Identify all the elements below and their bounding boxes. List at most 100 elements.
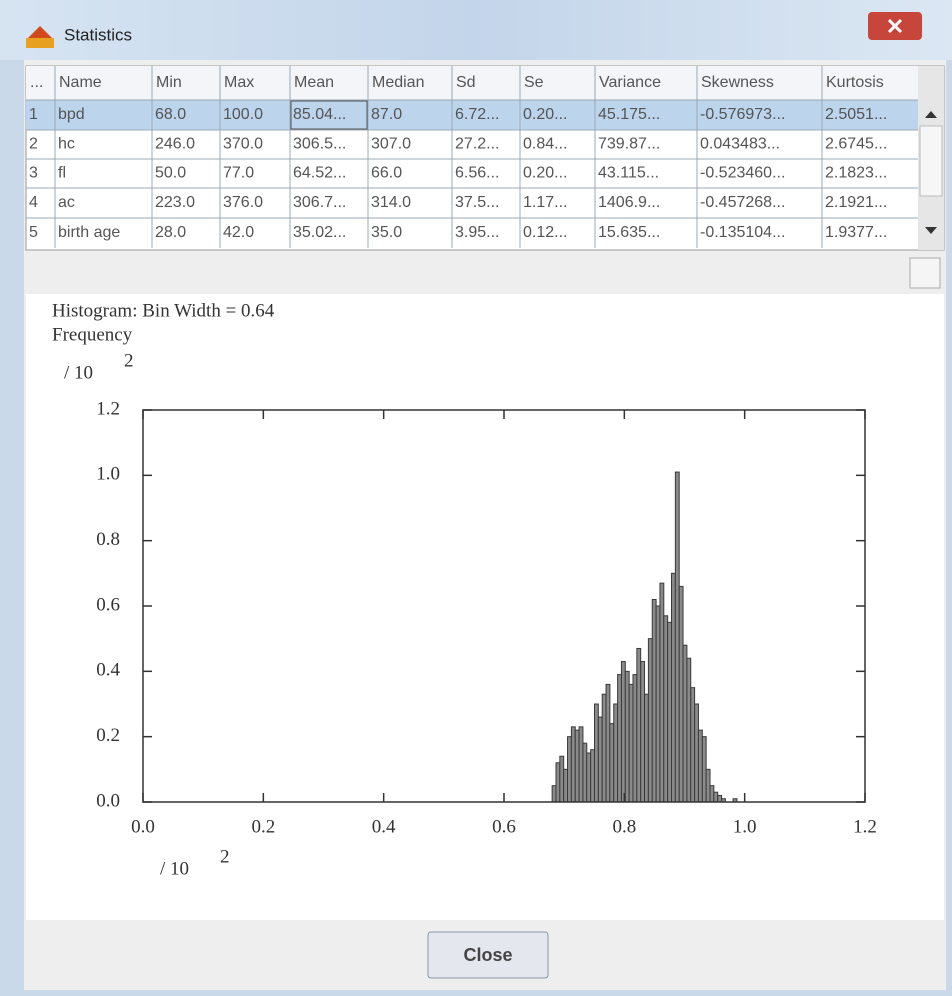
column-header: Min	[156, 74, 182, 91]
y-unit-exp: 2	[124, 350, 134, 371]
x-tick-label: 0.0	[131, 816, 155, 837]
table-cell: 2.5051...	[825, 106, 887, 123]
histogram-bar	[663, 615, 669, 803]
title-bar	[0, 0, 952, 60]
table-cell: 0.043483...	[700, 136, 780, 153]
scroll-down[interactable]	[925, 227, 937, 234]
table-cell: 1406.9...	[598, 194, 660, 211]
header-row	[26, 66, 918, 100]
histogram-bar	[659, 582, 665, 803]
histogram-bar	[555, 762, 561, 803]
histogram-bar	[705, 768, 711, 803]
scroll-thumb[interactable]	[919, 125, 943, 197]
table-cell: 35.02...	[293, 224, 346, 241]
table-cell: 0.20...	[523, 165, 567, 182]
table-cell: bpd	[58, 106, 85, 123]
table-cell: 85.04...	[293, 106, 346, 123]
table-cell: 50.0	[155, 165, 186, 182]
table-cell: 64.52...	[293, 165, 346, 182]
x-unit-exp: 2	[220, 846, 230, 867]
x-tick-label: 0.4	[372, 816, 396, 837]
column-header: Se	[524, 74, 544, 91]
y-tick-label: 1.2	[96, 398, 120, 419]
histogram-bar	[551, 785, 557, 803]
x-tick-label: 0.8	[612, 816, 636, 837]
table-cell: 6.56...	[455, 165, 499, 182]
window-title: Statistics	[64, 25, 132, 44]
table-cell: -0.523460...	[700, 165, 785, 182]
histogram-bar	[678, 585, 684, 803]
table-cell: 77.0	[223, 165, 254, 182]
table-cell: 28.0	[155, 224, 186, 241]
table-cell: 0.20...	[523, 106, 567, 123]
x-tick-label: 1.2	[853, 816, 877, 837]
table-cell: 66.0	[371, 165, 402, 182]
close-button[interactable]	[427, 931, 549, 979]
y-tick-label: 0.6	[96, 594, 120, 615]
table-cell: 1.17...	[523, 194, 567, 211]
table-cell: ac	[58, 194, 75, 211]
histogram-bar	[647, 638, 653, 803]
table-cell: 4	[29, 194, 38, 211]
histogram-bar	[697, 729, 703, 803]
table-cell: 68.0	[155, 106, 186, 123]
scroll-up[interactable]	[925, 111, 937, 118]
histogram-bar	[713, 791, 719, 803]
histogram-bar	[640, 661, 646, 803]
histogram-bar	[620, 661, 626, 803]
histogram-bar	[671, 572, 676, 803]
table-cell: 307.0	[371, 136, 411, 153]
histogram-bar	[613, 703, 619, 803]
histogram-bar	[644, 693, 649, 803]
column-header: Median	[372, 74, 424, 91]
x-tick-label: 1.0	[733, 816, 757, 837]
table-cell: 1.9377...	[825, 224, 887, 241]
table-cell: birth age	[58, 224, 120, 241]
table-cell: 100.0	[223, 106, 263, 123]
histogram-bar	[570, 726, 576, 803]
x-tick-label: 0.2	[251, 816, 275, 837]
y-tick-label: 0.2	[96, 725, 120, 746]
x-tick-label: 0.6	[492, 816, 516, 837]
table-cell: 3.95...	[455, 224, 499, 241]
column-header: Variance	[599, 74, 661, 91]
histogram-bar	[682, 644, 688, 803]
histogram-bar	[651, 598, 657, 803]
table-cell: 35.0	[371, 224, 402, 241]
histogram-bar	[686, 657, 692, 803]
table-cell: -0.576973...	[700, 106, 785, 123]
histogram-bar	[636, 647, 642, 803]
table-cell: 6.72...	[455, 106, 499, 123]
table-cell: 5	[29, 224, 38, 241]
histogram-bar	[567, 736, 572, 803]
histogram-bar	[717, 794, 723, 803]
table-cell: -0.457268...	[700, 194, 785, 211]
histogram-bar	[601, 693, 607, 803]
histogram-bar	[628, 683, 634, 803]
table-cell: 37.5...	[455, 194, 499, 211]
table-cell: 314.0	[371, 194, 411, 211]
histogram-bar	[655, 605, 661, 803]
histogram-bar	[586, 752, 592, 803]
app-icon	[26, 26, 54, 40]
window-close-icon	[887, 18, 903, 34]
table-cell: 739.87...	[598, 136, 660, 153]
column-header: Sd	[456, 74, 476, 91]
selected-row	[26, 100, 918, 130]
copy-button[interactable]	[909, 257, 941, 289]
histogram-bar	[667, 621, 673, 803]
column-header: ...	[30, 74, 43, 91]
histogram-bar	[701, 736, 707, 803]
column-header: Name	[59, 74, 102, 91]
x-unit: / 10	[160, 858, 189, 879]
table-cell: 0.84...	[523, 136, 567, 153]
histogram-bar	[605, 683, 611, 803]
histogram-bar	[709, 785, 715, 803]
table-cell: 43.115...	[598, 165, 659, 182]
table-cell: 3	[29, 165, 38, 182]
table-cell: 2.1921...	[825, 194, 887, 211]
table-cell: -0.135104...	[700, 224, 785, 241]
chart-title: Histogram: Bin Width = 0.64	[52, 300, 275, 321]
histogram-bar	[559, 755, 565, 803]
table-cell: 2.6745...	[825, 136, 887, 153]
